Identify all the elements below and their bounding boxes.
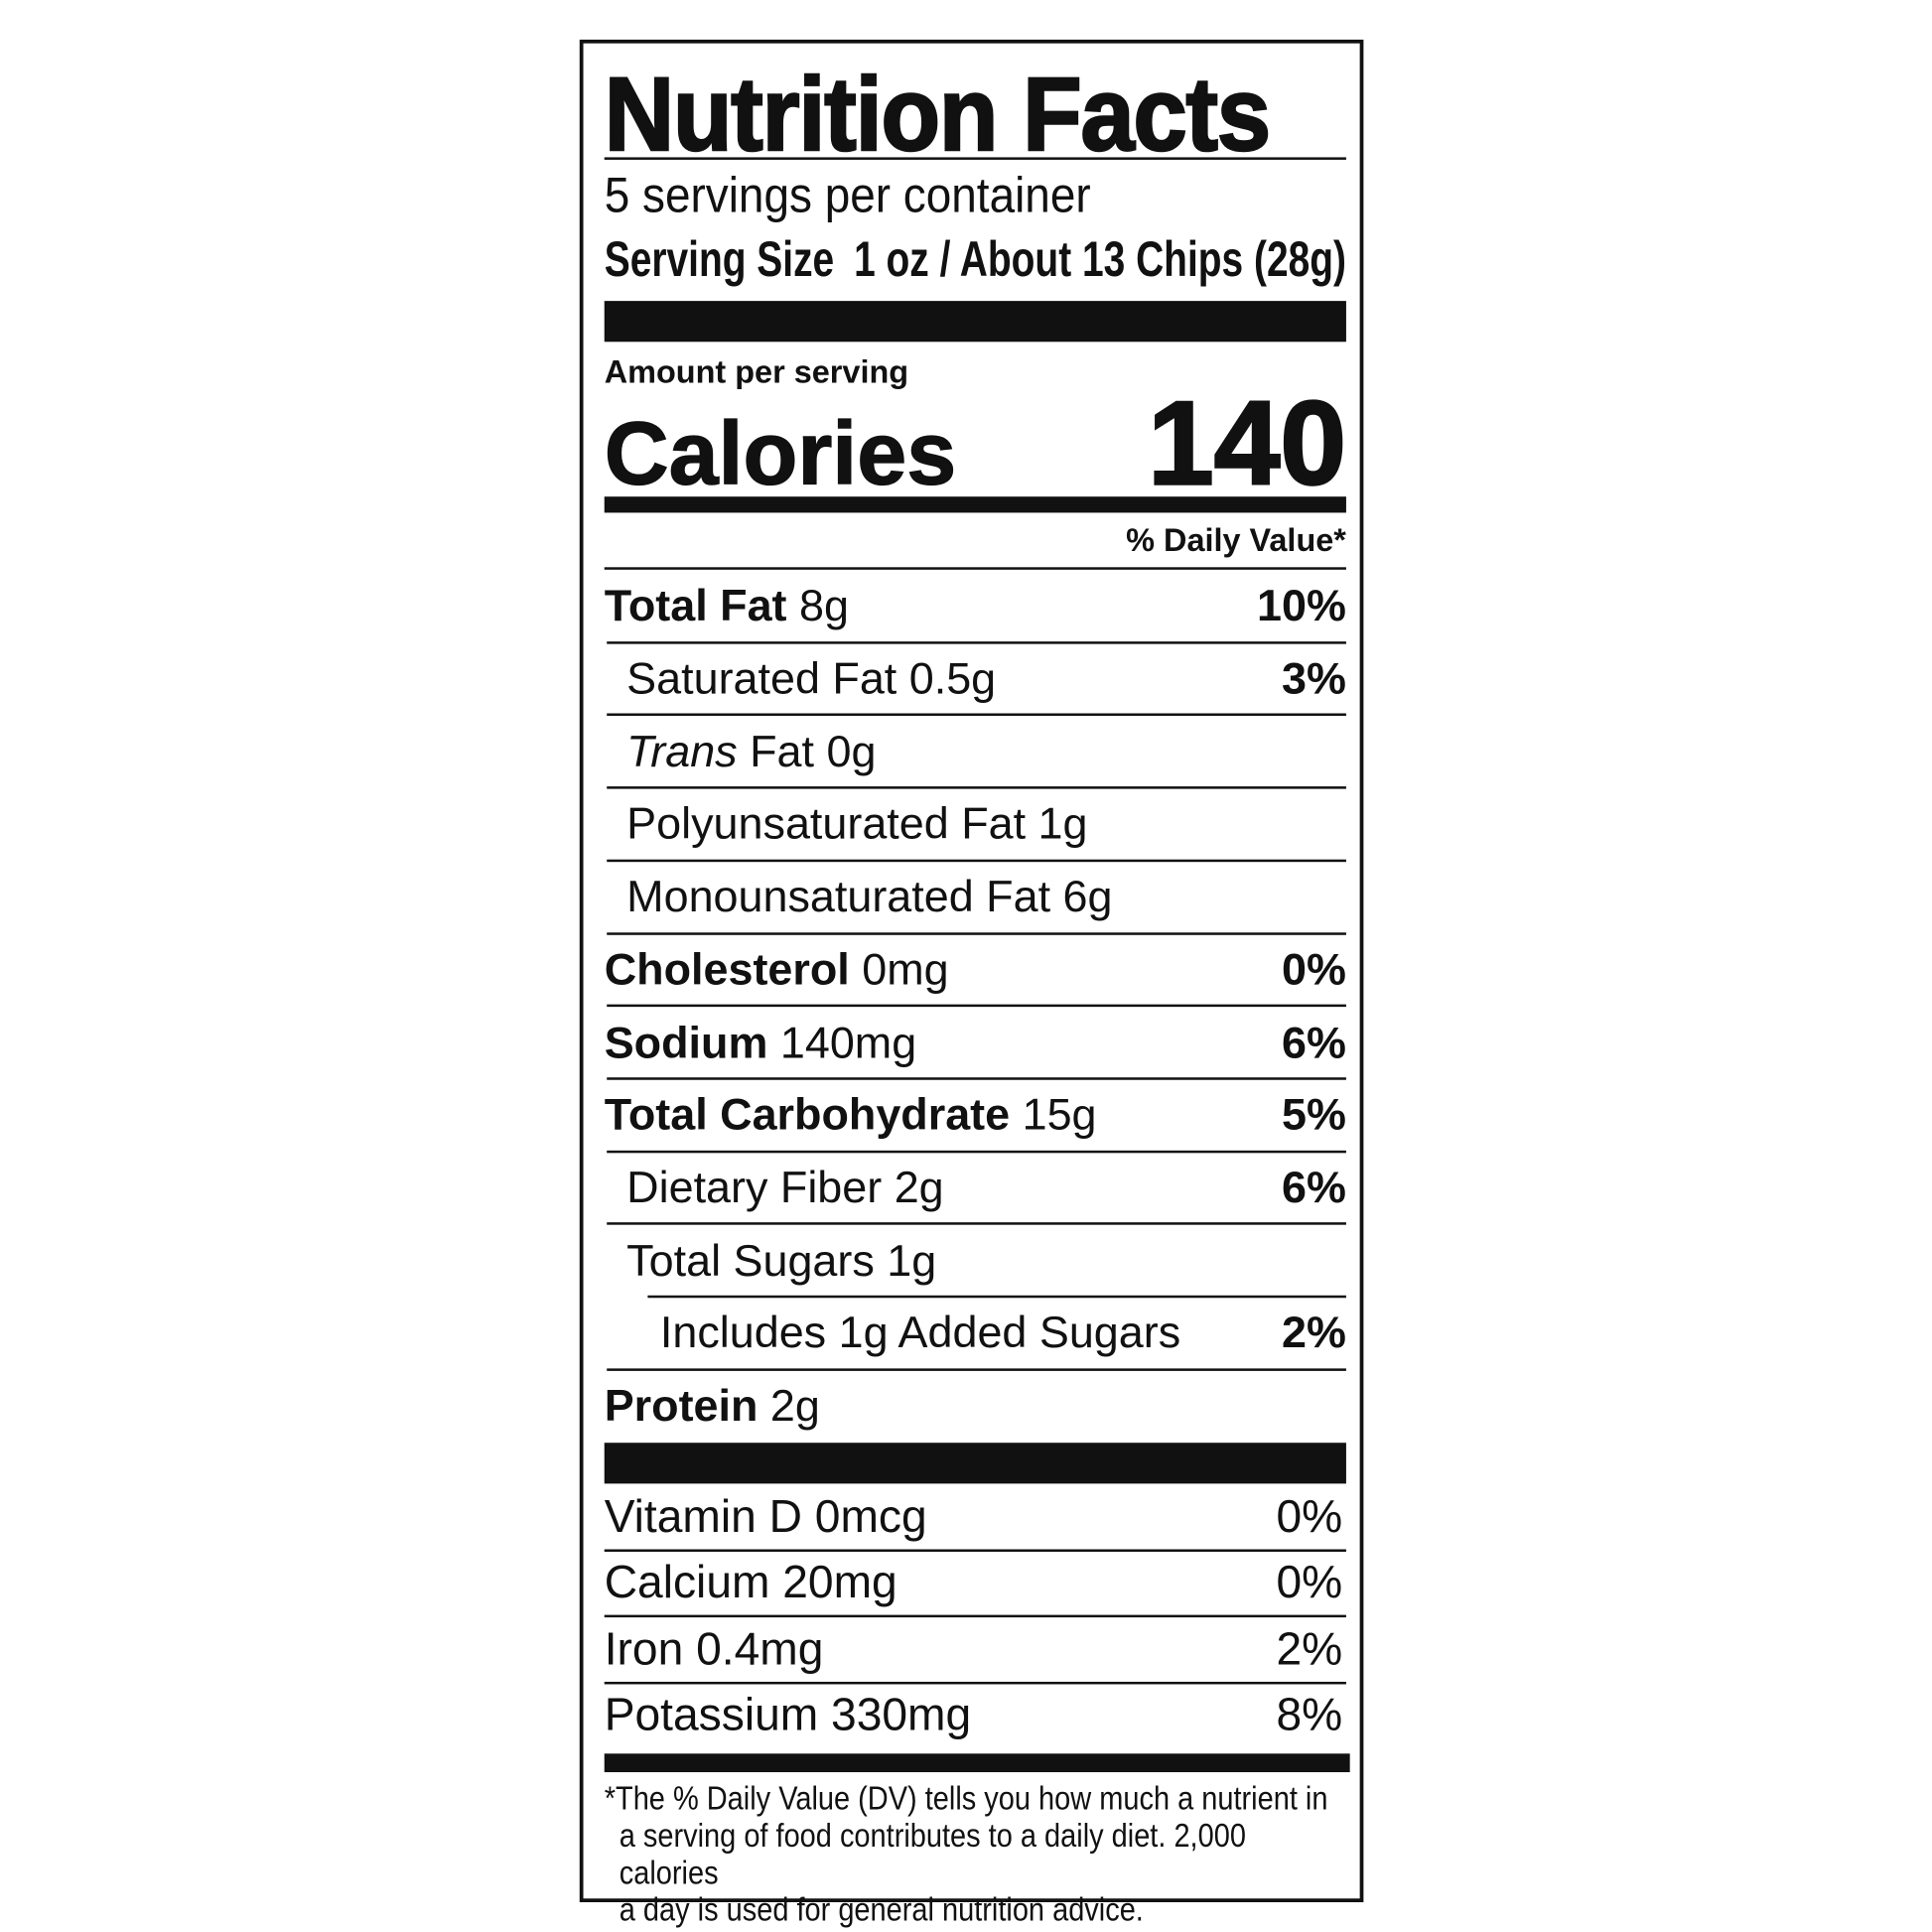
vitamin-name: Calcium 20mg [604,1557,897,1608]
nutrient-amount: 2g [769,1379,820,1431]
divider [607,859,1346,862]
serving-size-label: Serving Size [604,232,835,288]
vitamin-name: Vitamin D 0mcg [604,1490,927,1542]
nutrient-row: Monounsaturated Fat 6g [605,861,1346,933]
vitamin-row: Potassium 330mg 8% [605,1683,1342,1749]
nutrient-name: Total Carbohydrate 15g [605,1089,1097,1141]
nutrient-daily-value: 2% [1282,1307,1346,1358]
nutrient-name: Cholesterol 0mg [605,943,949,995]
serving-size-value: 1 oz / About 13 Chips (28g) [854,232,1346,288]
vitamin-name: Potassium 330mg [604,1689,972,1740]
footnote: *The % Daily Value (DV) tells you how mu… [605,1780,1350,1929]
thick-bar [604,1443,1346,1484]
divider [607,1222,1346,1226]
nutrient-name: Total Fat 8g [605,580,849,631]
nutrient-row: Cholesterol 0mg 0% [605,933,1346,1006]
nutrient-name-bold: Total Carbohydrate [604,1088,1011,1140]
daily-value-header: % Daily Value* [1126,521,1346,559]
nutrient-row: Total Sugars 1g [605,1224,1346,1297]
nutrient-amount: 15g [1022,1088,1097,1140]
nutrient-name: Sodium 140mg [605,1017,916,1068]
footnote-line: a day is used for general nutrition advi… [619,1890,1144,1929]
nutrient-row: Total Fat 8g 10% [605,570,1346,642]
nutrient-amount: 8g [799,580,849,631]
vitamin-name: Iron 0.4mg [604,1623,824,1675]
divider [604,1548,1346,1552]
vitamin-row: Iron 0.4mg 2% [605,1616,1342,1683]
nutrient-name: Protein 2g [605,1380,820,1432]
amount-per-serving: Amount per serving [604,352,909,390]
nutrient-daily-value: 6% [1282,1161,1346,1213]
divider [604,1681,1346,1684]
vitamin-daily-value: 0% [1276,1557,1343,1608]
nutrient-name: Polyunsaturated Fat 1g [626,797,1088,850]
nutrient-name: Dietary Fiber 2g [626,1161,944,1213]
footnote-line: a serving of food contributes to a daily… [619,1816,1246,1891]
vitamin-daily-value: 8% [1276,1689,1343,1740]
nutrient-amount: 140mg [779,1016,917,1067]
nutrient-daily-value: 0% [1282,943,1346,995]
divider [607,786,1346,789]
divider [607,1150,1346,1153]
divider [604,1614,1346,1618]
footnote-line: *The % Daily Value (DV) tells you how mu… [604,1779,1328,1817]
nutrient-name: Monounsaturated Fat 6g [626,871,1113,922]
calories-row: Calories 140 [604,383,1347,504]
nutrient-daily-value: 5% [1282,1088,1346,1140]
servings-per-container: 5 servings per container [604,168,1091,223]
nutrient-name: Trans Fat 0g [605,725,877,777]
calories-label: Calories [604,404,957,504]
nutrient-name-bold: Protein [604,1379,759,1431]
nutrient-name: Saturated Fat 0.5g [626,652,997,704]
nutrient-daily-value: 6% [1282,1016,1346,1067]
nutrient-row: Total Carbohydrate 15g 5% [605,1078,1346,1151]
nutrient-name: Total Sugars 1g [626,1234,937,1286]
medium-bar [604,496,1346,513]
nutrient-daily-value: 10% [1257,580,1346,631]
vitamin-row: Calcium 20mg 0% [605,1550,1342,1616]
divider [604,567,1346,570]
medium-bar [604,1753,1350,1773]
nutrient-row: Includes 1g Added Sugars 2% [605,1297,1346,1369]
vitamin-row: Vitamin D 0mcg 0% [605,1483,1342,1550]
divider [607,1077,1346,1080]
nutrient-name-bold: Sodium [604,1016,768,1067]
nutrient-name-rest: Fat 0g [737,725,877,776]
divider [607,1004,1346,1008]
divider [607,1367,1346,1371]
thick-bar [604,301,1346,343]
nutrient-row: Trans Fat 0g [605,715,1346,787]
nutrient-name-italic: Trans [626,725,738,776]
nutrient-row: Dietary Fiber 2g 6% [605,1152,1346,1224]
nutrient-row: Sodium 140mg 6% [605,1006,1346,1078]
calories-value: 140 [1147,377,1347,510]
serving-size: Serving Size 1 oz / About 13 Chips (28g) [605,231,1346,288]
vitamin-daily-value: 2% [1276,1623,1343,1675]
nutrient-row: Polyunsaturated Fat 1g [605,787,1346,860]
divider [607,640,1346,644]
nutrient-name-bold: Cholesterol [604,943,850,995]
nutrient-name: Includes 1g Added Sugars [659,1307,1181,1358]
vitamin-daily-value: 0% [1276,1490,1343,1542]
nutrient-row: Saturated Fat 0.5g 3% [605,642,1346,715]
nutrient-row: Protein 2g [605,1369,1346,1442]
divider [647,1295,1346,1299]
nutrient-name-bold: Total Fat [604,580,787,631]
nutrient-amount: 0mg [862,943,949,995]
nutrition-facts-label: Nutrition Facts 5 servings per container… [579,39,1364,1928]
divider [604,157,1346,160]
nutrient-daily-value: 3% [1282,652,1346,704]
label-title: Nutrition Facts [604,56,1273,173]
divider [607,931,1346,935]
divider [607,713,1346,717]
